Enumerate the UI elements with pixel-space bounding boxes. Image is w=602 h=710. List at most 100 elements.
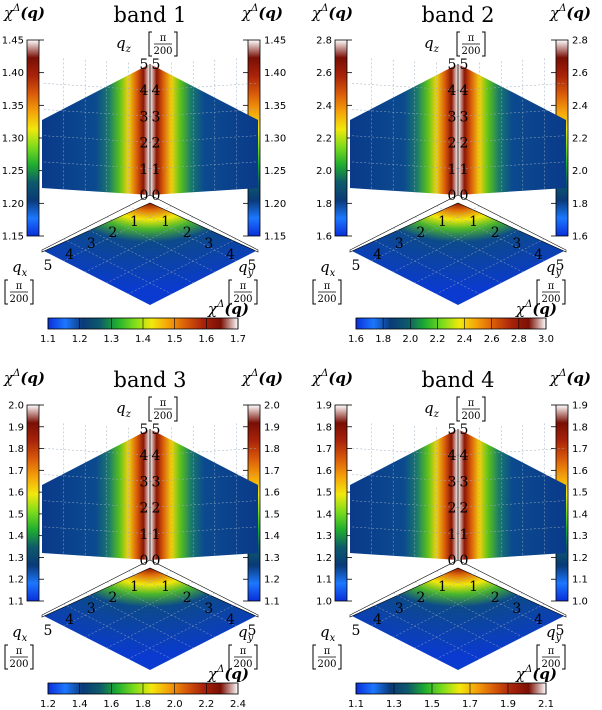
unit-denominator: 200 xyxy=(317,294,336,305)
colorbar-bottom-label: χΔ(q) xyxy=(207,664,249,683)
colorbar-right-tick-label: 1.1 xyxy=(572,575,588,586)
qy-tick-label: 5 xyxy=(248,258,257,274)
colorbar-left-tick-label: 1.20 xyxy=(2,199,24,210)
colorbar-left-tick-label: 1.2 xyxy=(316,553,332,564)
qz-tick-label: 0 xyxy=(152,553,161,569)
qx-unit: π 200 xyxy=(312,279,342,305)
grid-line xyxy=(436,570,545,627)
colorbar-bottom-label: χΔ(q) xyxy=(515,299,557,318)
qy-tick-label: 4 xyxy=(534,247,543,263)
grid-line xyxy=(393,581,502,638)
grid-line xyxy=(63,205,172,262)
wall-qx-qz xyxy=(350,64,458,195)
grid-line xyxy=(128,570,237,627)
grid-line xyxy=(371,238,480,295)
qx-tick-label: 4 xyxy=(65,247,74,263)
qx-tick-label: 3 xyxy=(395,236,404,252)
colorbar-right-tick-label: 1.15 xyxy=(264,232,286,243)
colorbar-left-tick-label: 1.9 xyxy=(8,422,24,433)
qx-tick-label: 2 xyxy=(108,590,117,606)
qy-tick-label: 5 xyxy=(556,623,565,639)
qz-axis-label: qz xyxy=(424,34,440,55)
qy-tick-label: 4 xyxy=(534,612,543,628)
unit-denominator: 200 xyxy=(541,659,560,670)
qz-tick-label: 4 xyxy=(152,448,161,464)
qy-tick-label: 1 xyxy=(469,579,478,595)
unit-numerator: π xyxy=(324,646,331,657)
qz-tick-label: 2 xyxy=(152,136,161,152)
qy-tick-label: 5 xyxy=(248,623,257,639)
panel-band-1: band 11.151.201.251.301.351.401.45χΔ(q)1… xyxy=(2,3,287,345)
panel-title: band 2 xyxy=(422,3,495,27)
qz-tick-label: 3 xyxy=(460,109,469,125)
colorbar-left-tick-label: 1.3 xyxy=(8,553,24,564)
qy-tick-label: 4 xyxy=(226,612,235,628)
qz-tick-label: 3 xyxy=(460,474,469,490)
qy-tick-label: 3 xyxy=(512,236,521,252)
unit-denominator: 200 xyxy=(153,411,172,422)
wall-qx-qz xyxy=(350,429,458,560)
qx-tick-label: 4 xyxy=(373,247,382,263)
qz-unit: π 200 xyxy=(456,31,486,57)
qz-tick-label: 1 xyxy=(152,527,161,543)
qx-axis-label: qx xyxy=(12,258,28,279)
colorbar-right-tick-label: 2.0 xyxy=(264,401,280,412)
colorbar-left xyxy=(26,404,40,602)
colorbar-right-tick-label: 1.9 xyxy=(572,401,588,412)
qz-tick-label: 2 xyxy=(140,136,149,152)
grid-line xyxy=(128,603,237,660)
colorbar-bottom-label: χΔ(q) xyxy=(515,664,557,683)
colorbar-right-tick-label: 1.9 xyxy=(264,422,280,433)
unit-denominator: 200 xyxy=(541,294,560,305)
colorbar-left-tick-label: 2.2 xyxy=(316,134,332,145)
colorbar-right-tick-label: 1.6 xyxy=(572,232,588,243)
colorbar-bottom-tick-label: 1.7 xyxy=(462,699,478,710)
colorbar-right-label: χΔ(q) xyxy=(241,368,283,387)
qz-tick-label: 5 xyxy=(448,422,457,438)
colorbar-left-tick-label: 1.25 xyxy=(2,166,24,177)
qx-tick-label: 3 xyxy=(395,601,404,617)
colorbar-bottom-tick-label: 1.6 xyxy=(103,699,119,710)
qx-axis-label: qx xyxy=(320,258,336,279)
qx-axis-label: qx xyxy=(320,623,336,644)
colorbar-right-tick-label: 1.8 xyxy=(264,444,280,455)
colorbar-right-tick-label: 1.40 xyxy=(264,68,286,79)
colorbar-left-tick-label: 1.45 xyxy=(2,36,24,47)
colorbar-left-tick-label: 1.2 xyxy=(8,575,24,586)
qz-tick-label: 1 xyxy=(460,162,469,178)
qx-unit: π 200 xyxy=(312,644,342,670)
colorbar-left-tick-label: 1.3 xyxy=(316,531,332,542)
grid-line xyxy=(436,238,545,295)
colorbar-right-tick-label: 2.2 xyxy=(572,134,588,145)
floor-rim xyxy=(41,194,259,253)
colorbar-right-tick-label: 1.8 xyxy=(572,422,588,433)
qz-tick-label: 2 xyxy=(460,136,469,152)
colorbar-bottom-tick-label: 2.0 xyxy=(402,334,418,345)
grid-line xyxy=(436,603,545,660)
grid-line xyxy=(393,592,502,649)
colorbar-left xyxy=(334,404,348,602)
unit-numerator: π xyxy=(548,646,555,657)
colorbar-left-tick-label: 1.6 xyxy=(8,488,24,499)
colorbar-right-tick-label: 2.4 xyxy=(572,101,588,112)
qz-tick-label: 0 xyxy=(460,188,469,204)
colorbar-bottom-tick-label: 1.5 xyxy=(167,334,183,345)
qx-tick-label: 3 xyxy=(87,601,96,617)
colorbar-bottom-tick-label: 1.2 xyxy=(40,699,56,710)
qz-tick-label: 0 xyxy=(460,553,469,569)
wall-qy-qz xyxy=(458,429,566,560)
colorbar-bottom-tick-label: 1.8 xyxy=(135,699,151,710)
grid-line xyxy=(128,238,237,295)
colorbar-bottom-tick-label: 1.8 xyxy=(375,334,391,345)
colorbar-bottom-tick-label: 1.3 xyxy=(103,334,119,345)
qz-tick-label: 4 xyxy=(460,83,469,99)
colorbar-left-tick-label: 1.7 xyxy=(8,466,24,477)
colorbar-bottom-label: χΔ(q) xyxy=(207,299,249,318)
colorbar-right-tick-label: 2.8 xyxy=(572,36,588,47)
colorbar-bottom-tick-label: 1.5 xyxy=(424,699,440,710)
colorbar-right-tick-label: 1.20 xyxy=(264,199,286,210)
unit-denominator: 200 xyxy=(233,294,252,305)
colorbar-left xyxy=(26,39,40,237)
grid-line xyxy=(414,592,523,649)
grid-line xyxy=(393,227,502,284)
